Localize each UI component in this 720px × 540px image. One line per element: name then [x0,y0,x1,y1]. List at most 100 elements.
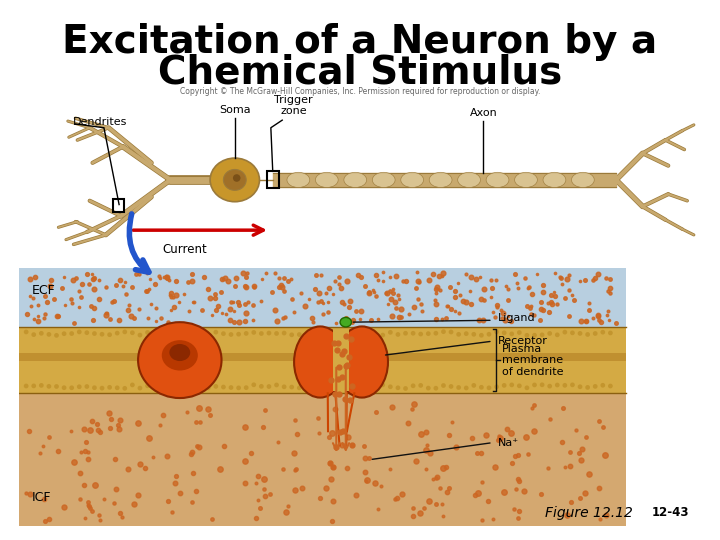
Ellipse shape [358,331,362,336]
Ellipse shape [570,330,575,335]
Ellipse shape [458,172,480,187]
Ellipse shape [572,172,594,187]
Ellipse shape [479,333,484,338]
Ellipse shape [315,172,338,187]
Ellipse shape [328,331,332,336]
Ellipse shape [274,331,279,336]
Text: ICF: ICF [32,491,51,504]
Ellipse shape [107,385,112,390]
Ellipse shape [62,386,66,390]
Bar [267,171,279,188]
Ellipse shape [600,330,606,335]
Ellipse shape [251,330,256,335]
Ellipse shape [297,332,302,337]
Ellipse shape [312,332,317,336]
Ellipse shape [289,384,294,389]
Ellipse shape [418,383,423,388]
Ellipse shape [426,386,431,390]
Bar [19,354,626,361]
Ellipse shape [410,331,415,336]
Ellipse shape [107,332,112,337]
Ellipse shape [84,384,89,389]
Ellipse shape [358,383,362,388]
Ellipse shape [221,331,226,336]
Text: Copyright © The McGraw-Hill Companies, Inc. Permission required for reproduction: Copyright © The McGraw-Hill Companies, I… [180,87,540,96]
Ellipse shape [305,386,310,391]
Ellipse shape [229,332,233,337]
Ellipse shape [244,331,248,336]
Ellipse shape [77,329,81,334]
Bar [19,393,626,526]
Text: ECF: ECF [32,285,55,298]
Bar [333,329,348,392]
Ellipse shape [593,384,598,389]
Ellipse shape [433,386,438,390]
Ellipse shape [486,172,509,187]
Ellipse shape [191,383,195,387]
Ellipse shape [532,333,537,338]
Ellipse shape [509,332,514,336]
Ellipse shape [593,331,598,336]
Ellipse shape [525,386,529,390]
Ellipse shape [577,384,582,389]
Text: Trigger
zone: Trigger zone [274,94,313,116]
Ellipse shape [130,330,135,335]
Ellipse shape [138,386,143,390]
Ellipse shape [456,332,461,337]
Ellipse shape [335,330,340,335]
Ellipse shape [221,384,226,389]
Ellipse shape [266,330,271,335]
Ellipse shape [547,384,552,388]
Ellipse shape [183,333,188,338]
Ellipse shape [274,383,279,387]
Ellipse shape [441,383,446,388]
Ellipse shape [555,383,559,387]
Text: Figure 12.12: Figure 12.12 [545,506,633,520]
Ellipse shape [69,331,74,336]
Ellipse shape [210,158,259,202]
Ellipse shape [24,383,29,388]
Ellipse shape [206,333,211,338]
Ellipse shape [336,327,388,397]
Ellipse shape [418,332,423,336]
Ellipse shape [191,330,195,335]
Ellipse shape [169,344,190,361]
Ellipse shape [223,170,246,190]
Ellipse shape [487,332,491,336]
Ellipse shape [570,382,575,387]
Ellipse shape [24,329,29,334]
Ellipse shape [84,330,89,335]
Ellipse shape [236,332,241,336]
Ellipse shape [54,333,59,338]
Ellipse shape [380,382,385,387]
Ellipse shape [403,331,408,336]
Text: Chemical Stimulus: Chemical Stimulus [158,53,562,92]
Ellipse shape [176,332,180,336]
Ellipse shape [380,333,385,338]
Ellipse shape [585,385,590,390]
Text: Ligand: Ligand [498,313,535,323]
Text: Receptor: Receptor [498,336,547,346]
Ellipse shape [229,385,233,390]
Bar [19,268,626,327]
Ellipse shape [92,331,96,336]
Ellipse shape [99,332,104,336]
Ellipse shape [328,385,332,390]
Ellipse shape [372,172,395,187]
Ellipse shape [320,330,325,335]
Ellipse shape [259,384,264,389]
Ellipse shape [138,322,222,398]
Ellipse shape [388,330,392,335]
Ellipse shape [305,330,310,335]
Ellipse shape [62,332,66,336]
Ellipse shape [289,333,294,337]
Ellipse shape [251,382,256,387]
Ellipse shape [494,384,499,389]
Ellipse shape [456,385,461,390]
Ellipse shape [32,383,36,388]
Ellipse shape [213,384,218,389]
Ellipse shape [585,332,590,337]
Ellipse shape [517,383,522,388]
Ellipse shape [449,384,454,389]
Ellipse shape [32,332,36,337]
